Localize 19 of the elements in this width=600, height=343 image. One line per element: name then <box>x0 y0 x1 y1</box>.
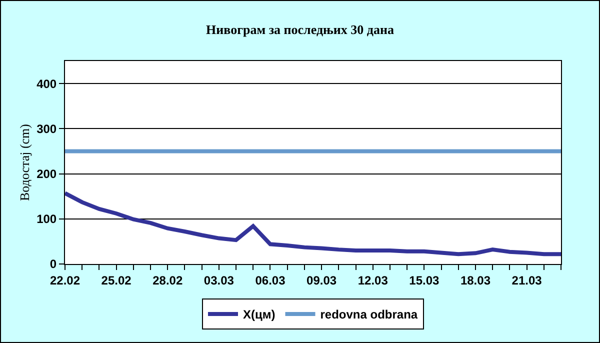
x-tick-label: 28.02 <box>152 273 183 288</box>
x-tick-label: 22.02 <box>50 273 80 288</box>
chart-title: Нивограм за последњих 30 дана <box>206 22 394 37</box>
x-tick-label: 21.03 <box>512 273 542 288</box>
y-axis-title: Водостај (cm) <box>17 124 32 202</box>
x-tick-label: 18.03 <box>460 273 491 288</box>
y-tick-label: 300 <box>36 122 57 136</box>
y-tick-label: 400 <box>36 76 57 91</box>
x-tick-label: 15.03 <box>409 273 440 288</box>
x-tick-label: 25.02 <box>101 273 132 288</box>
x-tick-label: 03.03 <box>204 273 234 288</box>
y-tick-label: 100 <box>36 212 57 226</box>
y-tick-label: 200 <box>36 166 57 181</box>
y-tick-label: 0 <box>50 257 57 272</box>
legend-label: redovna odbrana <box>320 308 418 322</box>
x-tick-label: 09.03 <box>306 273 337 288</box>
x-tick-label: 06.03 <box>255 273 286 288</box>
legend-label: X(цм) <box>243 308 276 322</box>
x-tick-label: 12.03 <box>358 273 388 288</box>
